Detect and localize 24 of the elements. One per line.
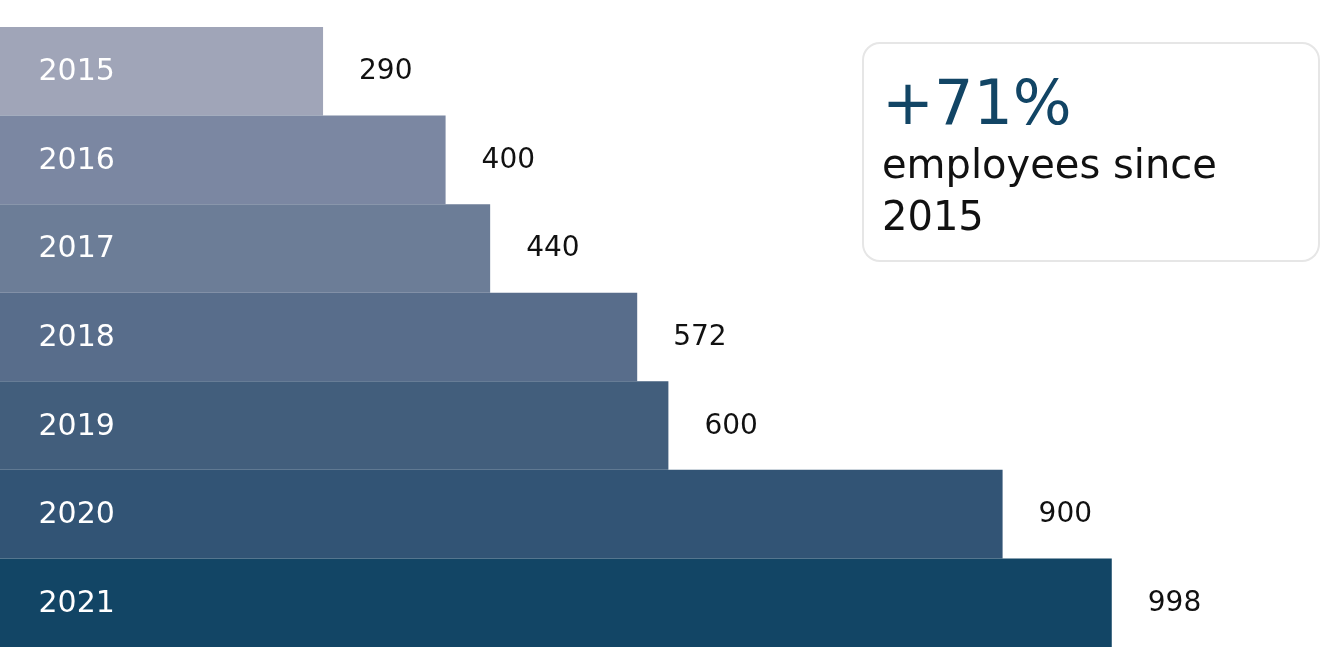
text-card: +71% employees since 2015 (862, 42, 1320, 262)
bar (0, 204, 491, 293)
bar (0, 381, 669, 470)
data-label: 440 (526, 230, 580, 264)
y-tick-label: 2017 (38, 229, 115, 265)
annotation: +71% (882, 66, 1073, 139)
annotation: employees since 2015 (882, 140, 1218, 241)
data-label: 998 (1147, 584, 1202, 618)
data-label: 400 (481, 141, 536, 175)
y-tick-label: 2020 (38, 495, 115, 531)
data-label: 290 (359, 53, 413, 87)
data-label: 600 (704, 407, 758, 441)
y-tick-label: 2019 (38, 406, 115, 442)
bar (0, 469, 1003, 559)
y-tick-label: 2018 (38, 318, 115, 353)
bar (0, 115, 446, 205)
y-tick-label: 2016 (38, 140, 115, 176)
bar (0, 558, 1112, 647)
bar (0, 27, 324, 116)
data-label: 572 (673, 319, 727, 352)
y-tick-label: 2015 (38, 52, 115, 88)
data-label: 900 (1038, 496, 1093, 530)
y-tick-label: 2021 (38, 583, 115, 619)
bar (0, 292, 638, 382)
